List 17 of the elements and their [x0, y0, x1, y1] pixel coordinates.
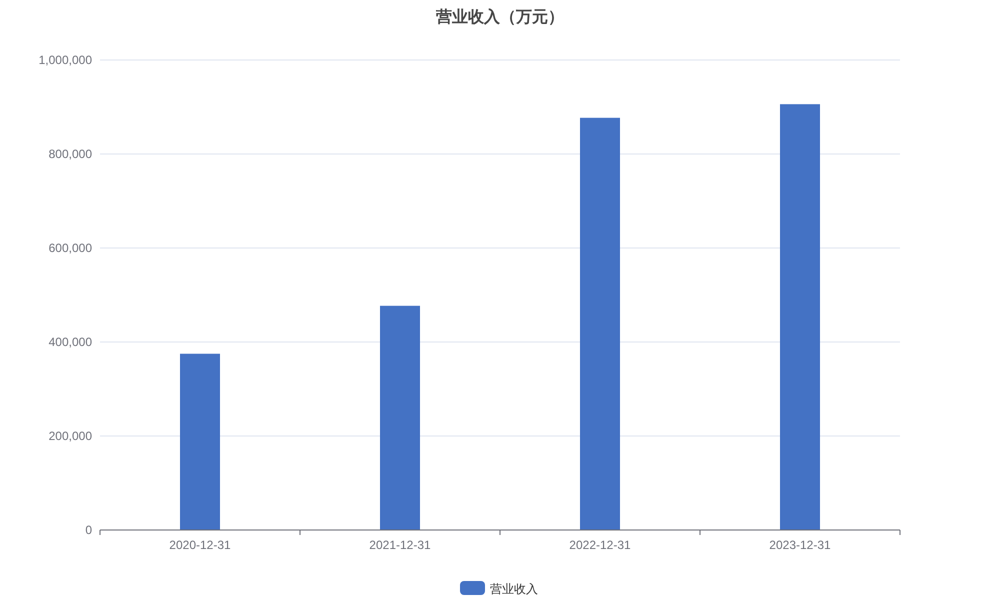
bar — [180, 354, 220, 530]
legend-label: 营业收入 — [490, 582, 538, 596]
y-tick-label: 800,000 — [48, 147, 92, 161]
x-tick-label: 2020-12-31 — [169, 538, 232, 552]
legend-item: 营业收入 — [460, 581, 538, 596]
y-tick-label: 600,000 — [48, 241, 92, 255]
bar — [780, 104, 820, 530]
y-tick-label: 0 — [85, 523, 92, 537]
x-tick-label: 2021-12-31 — [369, 538, 432, 552]
y-tick-label: 200,000 — [48, 429, 92, 443]
bar — [380, 306, 420, 530]
x-tick-label: 2023-12-31 — [769, 538, 832, 552]
x-tick-label: 2022-12-31 — [569, 538, 632, 552]
y-tick-label: 1,000,000 — [38, 53, 92, 67]
y-tick-label: 400,000 — [48, 335, 92, 349]
chart-title: 营业收入（万元） — [435, 8, 564, 26]
bar — [580, 118, 620, 530]
